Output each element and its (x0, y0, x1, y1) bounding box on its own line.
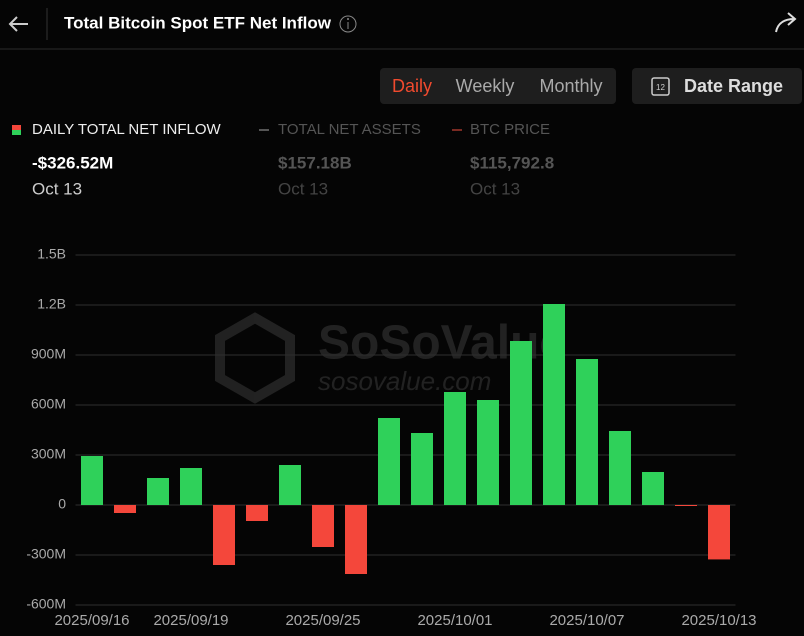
legend-icon (12, 130, 21, 135)
legend-label[interactable]: TOTAL NET ASSETS (278, 121, 421, 138)
y-tick-label: 1.2B (37, 296, 66, 312)
x-tick-label: 2025/10/01 (417, 612, 492, 629)
calendar-icon (651, 77, 670, 96)
x-tick-label: 2025/09/25 (285, 612, 360, 629)
tab[interactable]: Monthly (539, 76, 602, 96)
x-tick-label: 2025/10/13 (681, 612, 756, 629)
button-bg (632, 68, 802, 104)
bar (477, 400, 499, 505)
summary-value: $115,792.8 (470, 153, 554, 172)
share-button[interactable] (775, 12, 797, 33)
tab[interactable]: Weekly (456, 76, 515, 96)
tab[interactable]: Daily (392, 76, 432, 96)
bar (411, 433, 433, 505)
y-tick-label: 900M (31, 346, 66, 362)
y-tick-label: 300M (31, 446, 66, 462)
bar (642, 472, 664, 505)
bar (81, 456, 103, 505)
watermark-url: sosovalue.com (318, 366, 491, 396)
tab-group (380, 68, 616, 104)
x-tick-label: 2025/09/19 (153, 612, 228, 629)
bar (543, 304, 565, 505)
bar (180, 468, 202, 505)
bar (345, 505, 367, 574)
info-icon[interactable] (339, 15, 357, 33)
y-tick-label: -600M (26, 596, 66, 612)
bar (114, 505, 136, 513)
bar (675, 505, 697, 506)
bar (576, 359, 598, 505)
bar (279, 465, 301, 505)
bar (312, 505, 334, 547)
plot: -600M -300M 0 300M 600M 900M 1.2B 1.5B 2025/09/1… (26, 246, 756, 629)
summary-date: Oct 13 (32, 179, 82, 198)
summary-value: $157.18B (278, 153, 352, 172)
y-tick-label: 600M (31, 396, 66, 412)
back-button[interactable] (8, 16, 28, 32)
bar (609, 431, 631, 505)
page-title: Total Bitcoin Spot ETF Net Inflow (64, 13, 332, 32)
legend-label[interactable]: BTC PRICE (470, 121, 550, 138)
legend-label[interactable]: DAILY TOTAL NET INFLOW (32, 121, 221, 138)
x-tick-label: 2025/09/16 (54, 612, 129, 629)
x-tick-label: 2025/10/07 (549, 612, 624, 629)
summary-date: Oct 13 (278, 179, 328, 198)
bar (444, 392, 466, 505)
y-tick-label: 1.5B (37, 246, 66, 262)
bar (246, 505, 268, 521)
summary-date: Oct 13 (470, 179, 520, 198)
bar (510, 341, 532, 505)
y-tick-label: 0 (58, 496, 66, 512)
calendar-day: 12 (656, 83, 665, 92)
y-tick-label: -300M (26, 546, 66, 562)
date-range-button[interactable]: 12 Date Range (632, 68, 802, 104)
bar (708, 505, 730, 560)
bar (213, 505, 235, 565)
watermark-logo (215, 312, 295, 404)
legend-icon (12, 125, 21, 130)
date-range-label: Date Range (684, 76, 783, 96)
summary-value: -$326.52M (32, 153, 113, 172)
bar (378, 418, 400, 505)
bar (147, 478, 169, 505)
